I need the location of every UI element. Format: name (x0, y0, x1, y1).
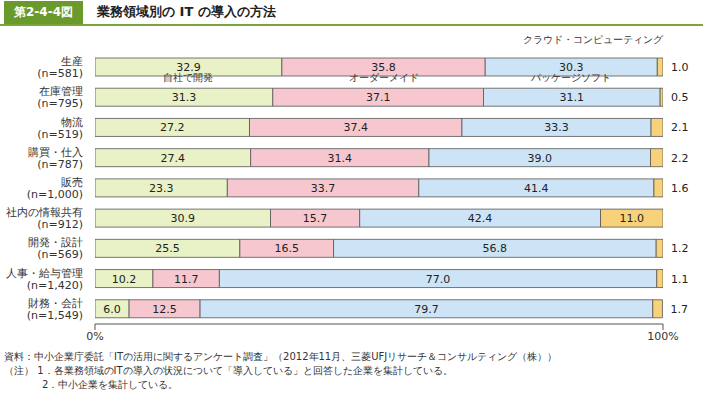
svg-text:33.7: 33.7 (311, 182, 336, 195)
svg-text:在庫管理(n=795): 在庫管理(n=795) (37, 85, 83, 110)
svg-text:23.3: 23.3 (149, 182, 174, 195)
svg-text:11.0: 11.0 (620, 212, 645, 225)
svg-text:35.8: 35.8 (371, 61, 396, 74)
svg-text:購買・仕入(n=787): 購買・仕入(n=787) (28, 146, 83, 171)
svg-text:27.2: 27.2 (160, 121, 185, 134)
svg-text:16.5: 16.5 (274, 242, 299, 255)
svg-text:32.9: 32.9 (176, 61, 201, 74)
svg-text:31.3: 31.3 (172, 91, 197, 104)
svg-text:1.6: 1.6 (671, 182, 689, 195)
html-text:オーダーメイド: オーダーメイド (348, 72, 419, 84)
html-text:パッケージソフト: パッケージソフト (531, 72, 612, 84)
svg-text:39.0: 39.0 (527, 152, 552, 165)
svg-text:財務・会計(n=1,549): 財務・会計(n=1,549) (27, 297, 83, 322)
svg-text:10.2: 10.2 (112, 273, 137, 286)
html-text:資料：中小企業庁委託「ITの活用に関するアンケート調査」（2: 資料：中小企業庁委託「ITの活用に関するアンケート調査」（2012年11月、三菱… (4, 351, 558, 362)
html-text:第2-4-4図: 第2-4-4図 (14, 4, 73, 19)
svg-text:社内の情報共有(n=912): 社内の情報共有(n=912) (6, 206, 83, 231)
html-text:自社で開発: 自社で開発 (163, 72, 214, 84)
svg-text:31.4: 31.4 (328, 152, 353, 165)
svg-text:1.7: 1.7 (670, 303, 688, 316)
svg-text:0%: 0% (86, 330, 103, 343)
svg-text:56.8: 56.8 (483, 242, 508, 255)
svg-text:42.4: 42.4 (468, 212, 493, 225)
svg-text:30.9: 30.9 (171, 212, 196, 225)
svg-text:2.2: 2.2 (671, 152, 689, 165)
svg-text:生産(n=581): 生産(n=581) (37, 55, 83, 80)
svg-text:物流(n=519): 物流(n=519) (37, 116, 83, 141)
svg-text:1.1: 1.1 (671, 273, 689, 286)
svg-text:100%: 100% (647, 330, 678, 343)
svg-text:1.2: 1.2 (671, 242, 689, 255)
svg-text:41.4: 41.4 (524, 182, 549, 195)
svg-text:12.5: 12.5 (152, 303, 177, 316)
svg-text:11.7: 11.7 (174, 273, 199, 286)
svg-text:30.3: 30.3 (559, 61, 584, 74)
svg-text:15.7: 15.7 (303, 212, 328, 225)
html-text:業務領域別の IT の導入の方法: 業務領域別の IT の導入の方法 (97, 4, 276, 19)
svg-text:37.1: 37.1 (366, 91, 391, 104)
svg-text:77.0: 77.0 (426, 273, 451, 286)
html-text:クラウド・コンピューティング: クラウド・コンピューティング (523, 34, 663, 45)
svg-text:79.7: 79.7 (414, 303, 439, 316)
svg-text:2.1: 2.1 (671, 121, 689, 134)
svg-text:人事・給与管理(n=1,420): 人事・給与管理(n=1,420) (6, 267, 83, 292)
svg-text:1.0: 1.0 (671, 61, 689, 74)
svg-text:33.3: 33.3 (544, 121, 569, 134)
svg-text:37.4: 37.4 (343, 121, 368, 134)
svg-text:31.1: 31.1 (560, 91, 585, 104)
svg-text:27.4: 27.4 (161, 152, 186, 165)
svg-text:6.0: 6.0 (103, 303, 121, 316)
svg-text:開発・設計(n=569): 開発・設計(n=569) (28, 236, 83, 261)
html-text:2．中小企業を集計している。: 2．中小企業を集計している。 (42, 379, 179, 390)
svg-text:販売(n=1,000): 販売(n=1,000) (27, 176, 83, 201)
svg-text:0.5: 0.5 (671, 91, 689, 104)
svg-text:25.5: 25.5 (155, 242, 180, 255)
html-text:（注） 1．各業務領域のITの導入の状況について「導入してい: （注） 1．各業務領域のITの導入の状況について「導入している」と回答した企業を… (4, 365, 453, 376)
